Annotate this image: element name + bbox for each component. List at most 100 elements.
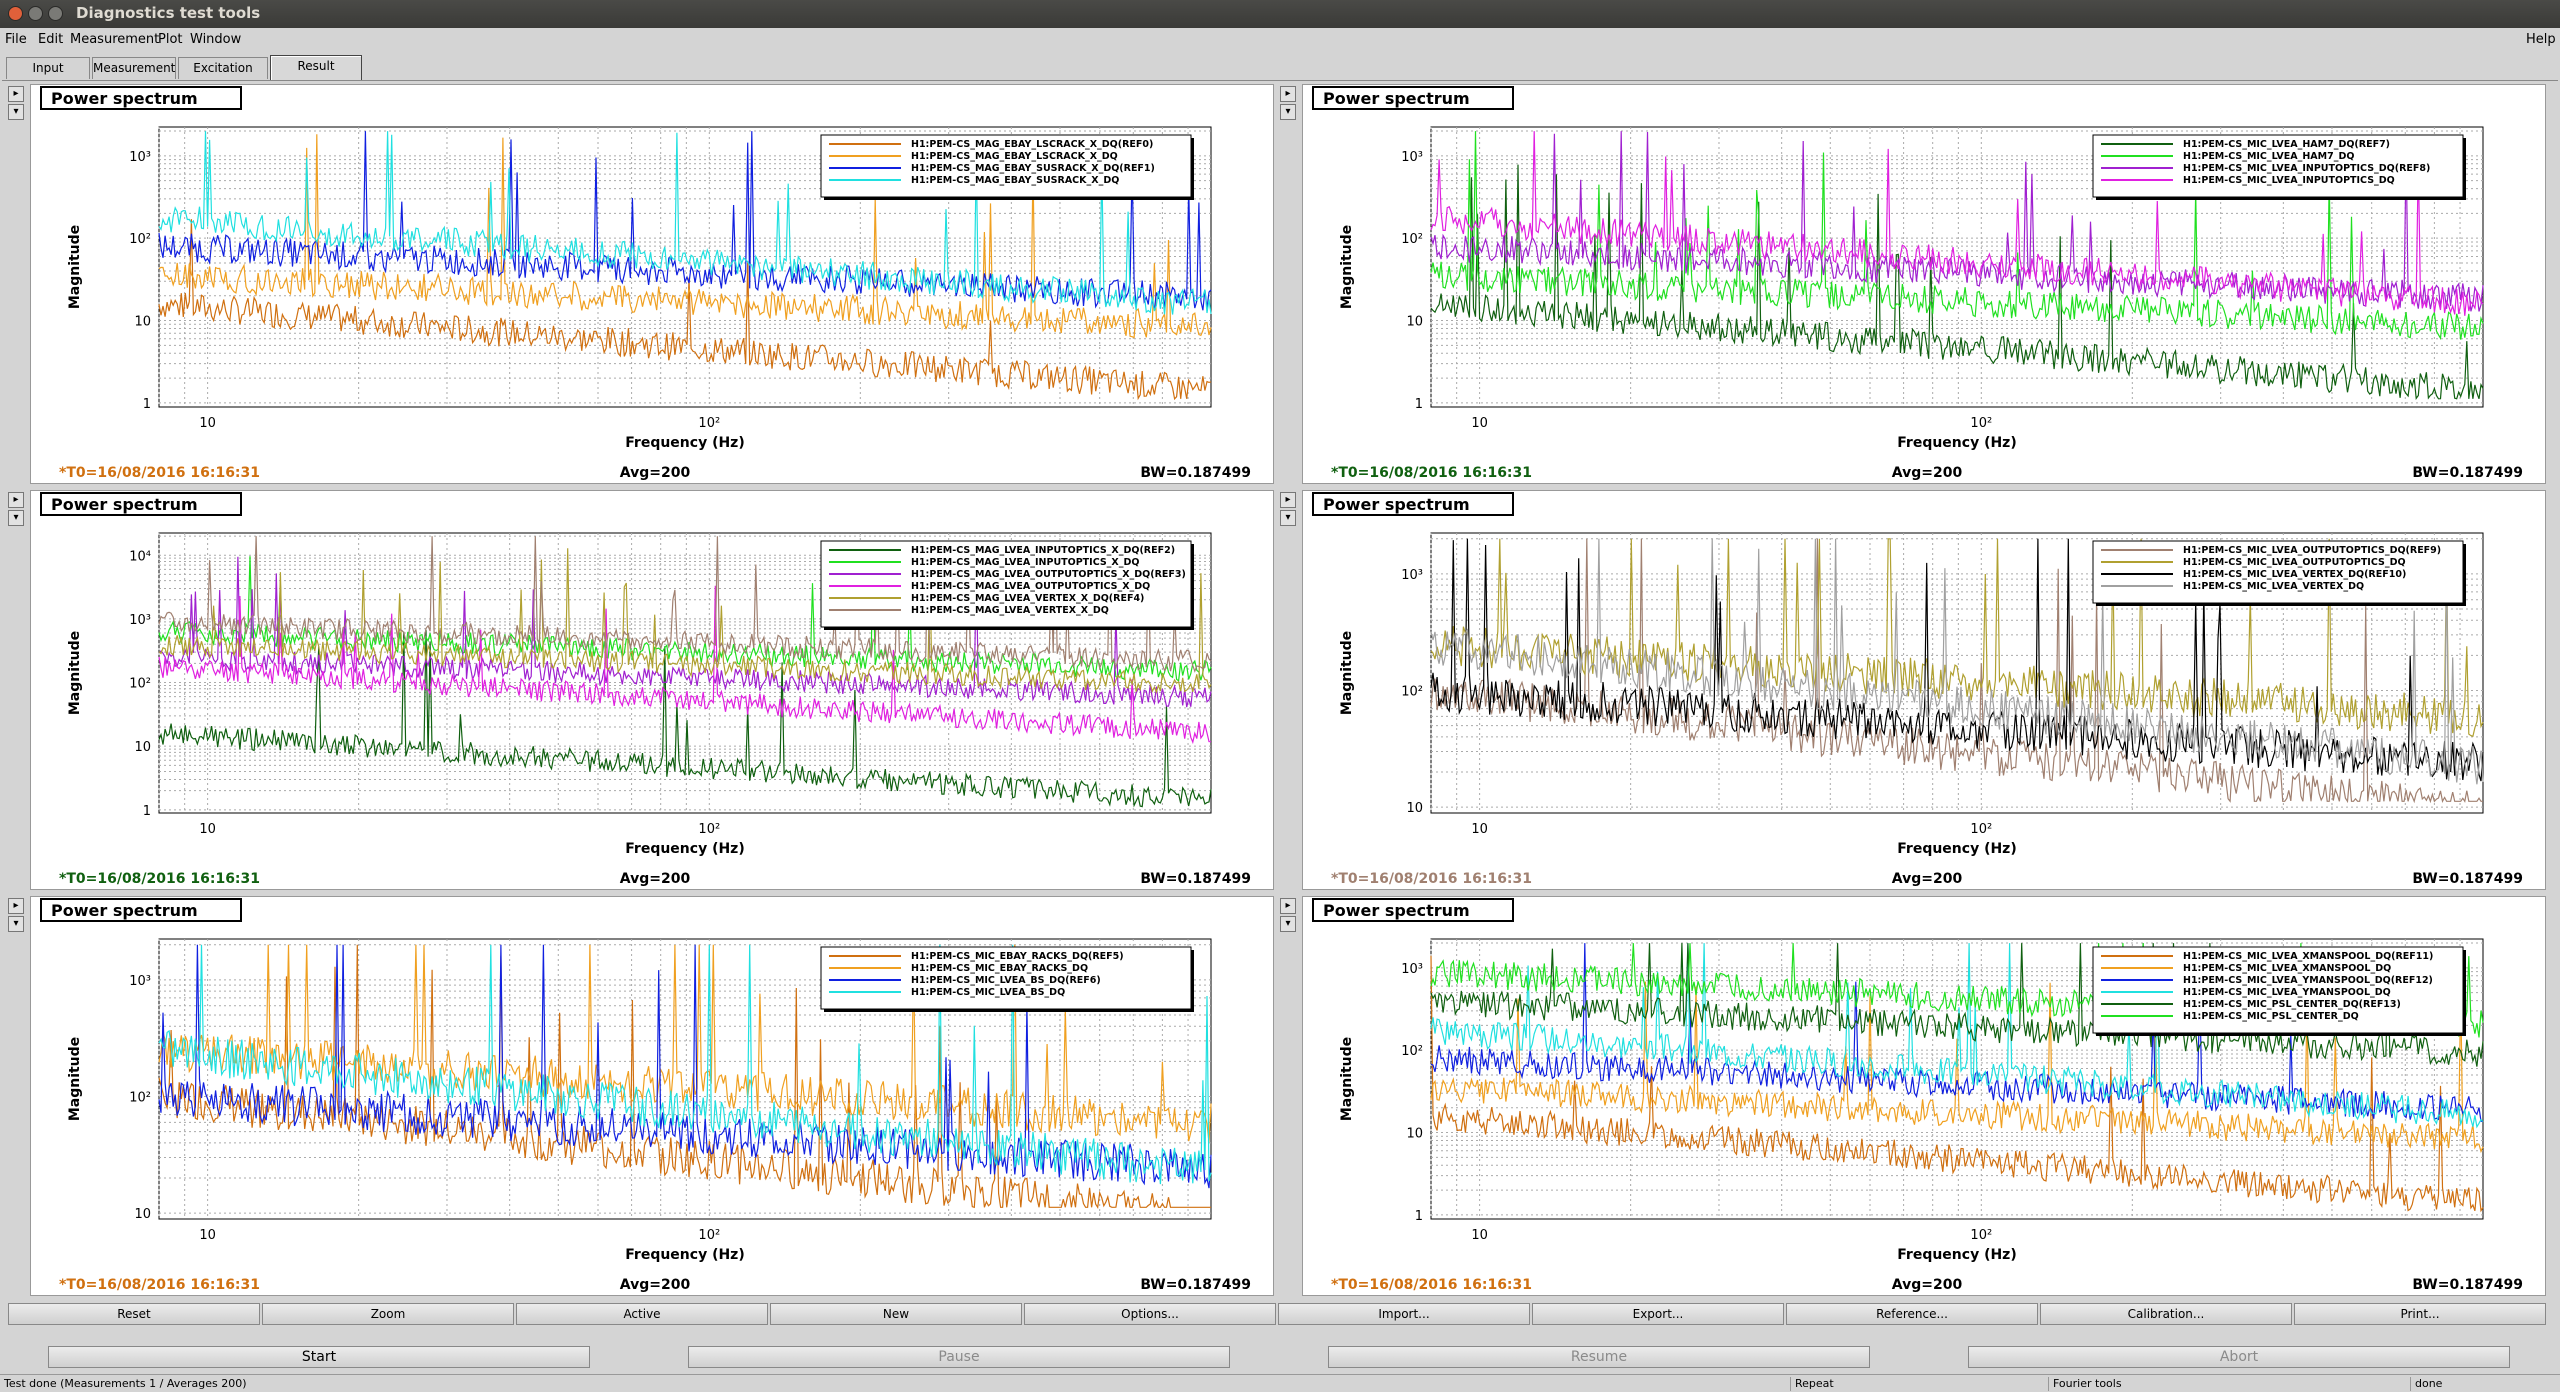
reference-button[interactable]: Reference... bbox=[1786, 1303, 2038, 1325]
y-tick-label: 10³ bbox=[1401, 150, 1423, 165]
menu-help[interactable]: Help bbox=[2526, 32, 2556, 47]
power-spectrum-plot[interactable]: Power spectrum 1 10 10² 10³ 10 10² H1:PEM-CS_MI… bbox=[1303, 897, 2547, 1297]
x-axis-label: Frequency (Hz) bbox=[625, 841, 744, 857]
averages-label: Avg=200 bbox=[1892, 465, 1963, 481]
calibration-button[interactable]: Calibration... bbox=[2040, 1303, 2292, 1325]
tab-input[interactable]: Input bbox=[6, 57, 90, 79]
y-tick-label: 10 bbox=[1406, 801, 1423, 816]
power-spectrum-plot[interactable]: Power spectrum 1 10 10² 10³ 10⁴ 10 10² H1:PEM-CS… bbox=[31, 491, 1275, 891]
y-tick-label: 10³ bbox=[1401, 962, 1423, 977]
panel-collapse-icon[interactable]: ▾ bbox=[8, 916, 24, 932]
tab-excitation[interactable]: Excitation bbox=[178, 57, 268, 79]
spectrum-series bbox=[1430, 943, 2484, 1123]
plot-title: Power spectrum bbox=[51, 901, 198, 920]
menu-edit[interactable]: Edit bbox=[38, 32, 64, 47]
spectrum-series bbox=[158, 944, 1212, 1185]
spectrum-series bbox=[1430, 538, 2483, 804]
legend-entry: H1:PEM-CS_MAG_LVEA_INPUTOPTICS_X_DQ(REF2… bbox=[911, 545, 1175, 556]
spectrum-traces bbox=[158, 536, 1212, 808]
spectrum-series bbox=[1430, 943, 2484, 1129]
close-window-icon[interactable] bbox=[8, 6, 23, 21]
spectrum-series bbox=[158, 219, 1212, 401]
menu-window[interactable]: Window bbox=[190, 32, 242, 47]
abort-button[interactable]: Abort bbox=[1968, 1346, 2510, 1368]
legend-entry: H1:PEM-CS_MIC_LVEA_BS_DQ(REF6) bbox=[911, 975, 1101, 986]
legend-entry: H1:PEM-CS_MIC_LVEA_BS_DQ bbox=[911, 987, 1065, 998]
spectrum-series bbox=[158, 131, 1212, 315]
y-tick-label: 10 bbox=[1406, 1127, 1423, 1142]
menu-file[interactable]: File bbox=[5, 32, 27, 47]
legend-entry: H1:PEM-CS_MIC_LVEA_VERTEX_DQ bbox=[2183, 581, 2364, 592]
panel-expand-icon[interactable]: ▸ bbox=[1280, 898, 1296, 914]
plot-legend[interactable]: H1:PEM-CS_MIC_LVEA_XMANSPOOL_DQ(REF11)H1… bbox=[2092, 946, 2466, 1036]
x-tick-label: 10² bbox=[698, 1228, 720, 1243]
menu-bar: File Edit Measurement Plot Window Help bbox=[0, 28, 2560, 52]
options-button[interactable]: Options... bbox=[1024, 1303, 1276, 1325]
spectrum-series bbox=[1430, 955, 2484, 1213]
power-spectrum-panel[interactable]: Power spectrum 1 10 10² 10³ 10 10² H1:PEM-CS_MI… bbox=[1302, 896, 2546, 1296]
y-tick-label: 1 bbox=[1415, 397, 1423, 412]
plot-legend[interactable]: H1:PEM-CS_MAG_EBAY_LSCRACK_X_DQ(REF0)H1:… bbox=[820, 134, 1194, 200]
spectrum-series bbox=[158, 944, 1212, 1143]
plot-legend[interactable]: H1:PEM-CS_MAG_LVEA_INPUTOPTICS_X_DQ(REF2… bbox=[820, 540, 1194, 630]
resume-button[interactable]: Resume bbox=[1328, 1346, 1870, 1368]
window-title: Diagnostics test tools bbox=[76, 4, 261, 22]
new-button[interactable]: New bbox=[770, 1303, 1022, 1325]
menu-measurement[interactable]: Measurement bbox=[70, 32, 160, 47]
export-button[interactable]: Export... bbox=[1532, 1303, 1784, 1325]
pause-button[interactable]: Pause bbox=[688, 1346, 1230, 1368]
spectrum-series bbox=[158, 629, 1212, 808]
status-state: done bbox=[2410, 1377, 2442, 1391]
power-spectrum-plot[interactable]: Power spectrum 1 10 10² 10³ 10 10² H1:PEM-CS_MI… bbox=[1303, 85, 2547, 485]
power-spectrum-panel[interactable]: Power spectrum 1 10 10² 10³ 10 10² H1:PEM-CS_MI… bbox=[1302, 84, 2546, 484]
y-axis-label: Magnitude bbox=[1339, 225, 1355, 309]
power-spectrum-panel[interactable]: Power spectrum 10 10² 10³ 10 10² H1:PEM-CS_MIC… bbox=[30, 896, 1274, 1296]
y-tick-label: 10² bbox=[1401, 685, 1423, 700]
panel-collapse-icon[interactable]: ▾ bbox=[1280, 916, 1296, 932]
spectrum-series bbox=[1430, 538, 2484, 782]
spectrum-traces bbox=[158, 131, 1212, 401]
legend-entry: H1:PEM-CS_MIC_EBAY_RACKS_DQ bbox=[911, 963, 1088, 974]
x-tick-label: 10 bbox=[1471, 1228, 1488, 1243]
legend-entry: H1:PEM-CS_MAG_EBAY_SUSRACK_X_DQ bbox=[911, 175, 1119, 186]
panel-expand-icon[interactable]: ▸ bbox=[8, 86, 24, 102]
maximize-window-icon[interactable] bbox=[48, 6, 63, 21]
panel-expand-icon[interactable]: ▸ bbox=[8, 898, 24, 914]
y-axis-label: Magnitude bbox=[1339, 631, 1355, 715]
x-tick-label: 10² bbox=[1970, 416, 1992, 431]
y-tick-label: 10² bbox=[1401, 232, 1423, 247]
power-spectrum-panel[interactable]: Power spectrum 1 10 10² 10³ 10⁴ 10 10² H1:PEM-CS… bbox=[30, 490, 1274, 890]
tab-result[interactable]: Result bbox=[270, 55, 362, 80]
power-spectrum-panel[interactable]: Power spectrum 10 10² 10³ 10 10² H1:PEM-CS_MIC… bbox=[1302, 490, 2546, 890]
print-button[interactable]: Print... bbox=[2294, 1303, 2546, 1325]
power-spectrum-panel[interactable]: Power spectrum 1 10 10² 10³ 10 10² H1:PEM-CS_MA… bbox=[30, 84, 1274, 484]
menu-plot[interactable]: Plot bbox=[158, 32, 183, 47]
panel-expand-icon[interactable]: ▸ bbox=[1280, 86, 1296, 102]
plot-legend[interactable]: H1:PEM-CS_MIC_LVEA_OUTPUTOPTICS_DQ(REF9)… bbox=[2092, 540, 2466, 606]
power-spectrum-plot[interactable]: Power spectrum 10 10² 10³ 10 10² H1:PEM-CS_MIC… bbox=[1303, 491, 2547, 891]
minimize-window-icon[interactable] bbox=[28, 6, 43, 21]
y-tick-label: 10³ bbox=[129, 974, 151, 989]
panel-expand-icon[interactable]: ▸ bbox=[8, 492, 24, 508]
panel-collapse-icon[interactable]: ▾ bbox=[8, 104, 24, 120]
plot-legend[interactable]: H1:PEM-CS_MIC_LVEA_HAM7_DQ(REF7)H1:PEM-C… bbox=[2092, 134, 2466, 200]
spectrum-series bbox=[1430, 164, 2484, 401]
panel-collapse-icon[interactable]: ▾ bbox=[1280, 510, 1296, 526]
import-button[interactable]: Import... bbox=[1278, 1303, 1530, 1325]
start-button[interactable]: Start bbox=[48, 1346, 590, 1368]
active-button[interactable]: Active bbox=[516, 1303, 768, 1325]
plot-title-box bbox=[40, 86, 242, 110]
panel-collapse-icon[interactable]: ▾ bbox=[1280, 104, 1296, 120]
tab-measurement[interactable]: Measurement bbox=[92, 57, 176, 79]
spectrum-series bbox=[158, 585, 1212, 745]
zoom-button[interactable]: Zoom bbox=[262, 1303, 514, 1325]
panel-collapse-icon[interactable]: ▾ bbox=[8, 510, 24, 526]
x-tick-label: 10 bbox=[199, 1228, 216, 1243]
plot-legend[interactable]: H1:PEM-CS_MIC_EBAY_RACKS_DQ(REF5)H1:PEM-… bbox=[820, 946, 1194, 1012]
y-tick-label: 1 bbox=[143, 804, 151, 819]
panel-expand-icon[interactable]: ▸ bbox=[1280, 492, 1296, 508]
reset-button[interactable]: Reset bbox=[8, 1303, 260, 1325]
title-bar: Diagnostics test tools bbox=[0, 0, 2560, 28]
power-spectrum-plot[interactable]: Power spectrum 10 10² 10³ 10 10² H1:PEM-CS_MIC… bbox=[31, 897, 1275, 1297]
power-spectrum-plot[interactable]: Power spectrum 1 10 10² 10³ 10 10² H1:PEM-CS_MA… bbox=[31, 85, 1275, 485]
